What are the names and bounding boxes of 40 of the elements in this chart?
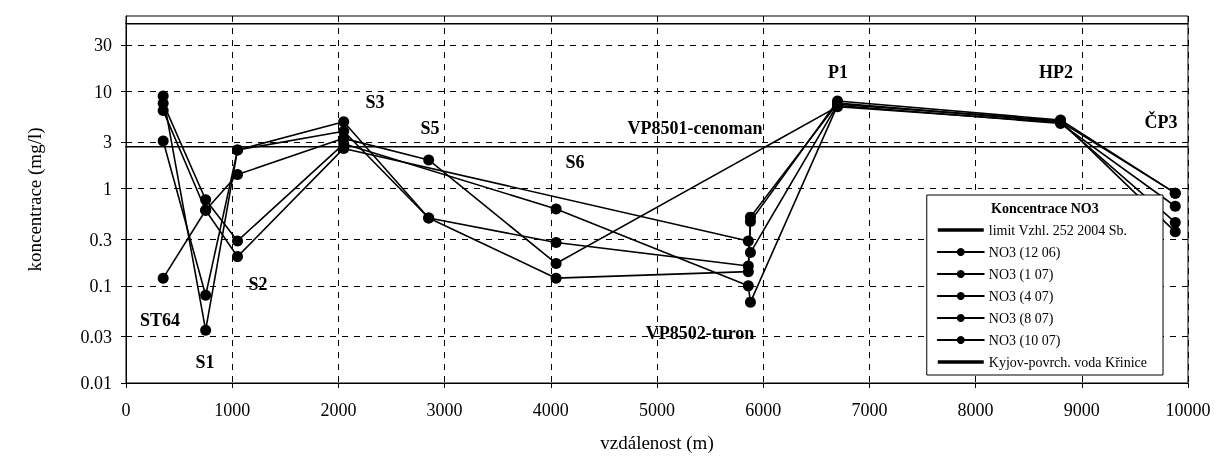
y-tick-label: 3 — [103, 132, 112, 153]
annotation: HP2 — [1039, 62, 1073, 82]
annotation: ST64 — [139, 310, 181, 330]
x-tick-label: 7000 — [851, 400, 888, 420]
legend-title: Koncentrace NO3 — [991, 201, 1099, 216]
x-tick-label: 2000 — [320, 400, 357, 420]
y-axis-title: koncentrace (mg/l) — [24, 127, 46, 272]
annotation: P1 — [828, 62, 848, 82]
y-tick-label: 0.01 — [80, 373, 112, 393]
legend-label: NO3 (1 07) — [988, 266, 1054, 283]
x-tick-label: 0 — [121, 400, 131, 420]
x-tick-label: 5000 — [639, 400, 675, 420]
annotation: VP8501-cenoman — [627, 118, 763, 138]
legend-label: Kyjov-povrch. voda Křinice — [988, 354, 1147, 370]
y-tick-label: 0.3 — [89, 229, 112, 250]
legend-label: NO3 (12 06) — [988, 244, 1061, 261]
x-tick-label: 6000 — [745, 400, 782, 420]
annotation: VP8502-turon — [645, 323, 755, 343]
x-tick-label: 9000 — [1063, 400, 1100, 420]
y-tick-label: 1 — [103, 178, 112, 199]
annotation: ČP3 — [1144, 111, 1178, 132]
x-tick-label: 8000 — [957, 400, 994, 420]
legend-label: NO3 (8 07) — [988, 310, 1054, 327]
annotation: S3 — [365, 92, 385, 112]
annotation: S5 — [420, 118, 440, 138]
x-tick-label: 10000 — [1165, 400, 1211, 420]
x-axis-title: vzdálenost (m) — [600, 432, 714, 454]
x-tick-label: 4000 — [532, 400, 569, 420]
legend-label: NO3 (10 07) — [988, 332, 1061, 349]
annotation: S2 — [248, 274, 268, 294]
annotation: S6 — [565, 152, 585, 172]
legend-label: NO3 (4 07) — [988, 288, 1054, 305]
x-tick-label: 3000 — [426, 400, 463, 420]
legend-label: limit Vzhl. 252 2004 Sb. — [988, 222, 1127, 238]
y-tick-label: 30 — [94, 35, 112, 56]
annotation: S1 — [195, 352, 215, 372]
x-tick-label: 1000 — [214, 400, 251, 420]
y-tick-label: 0.1 — [89, 275, 112, 296]
y-tick-label: 10 — [94, 81, 112, 102]
y-tick-label: 0.03 — [80, 326, 112, 347]
